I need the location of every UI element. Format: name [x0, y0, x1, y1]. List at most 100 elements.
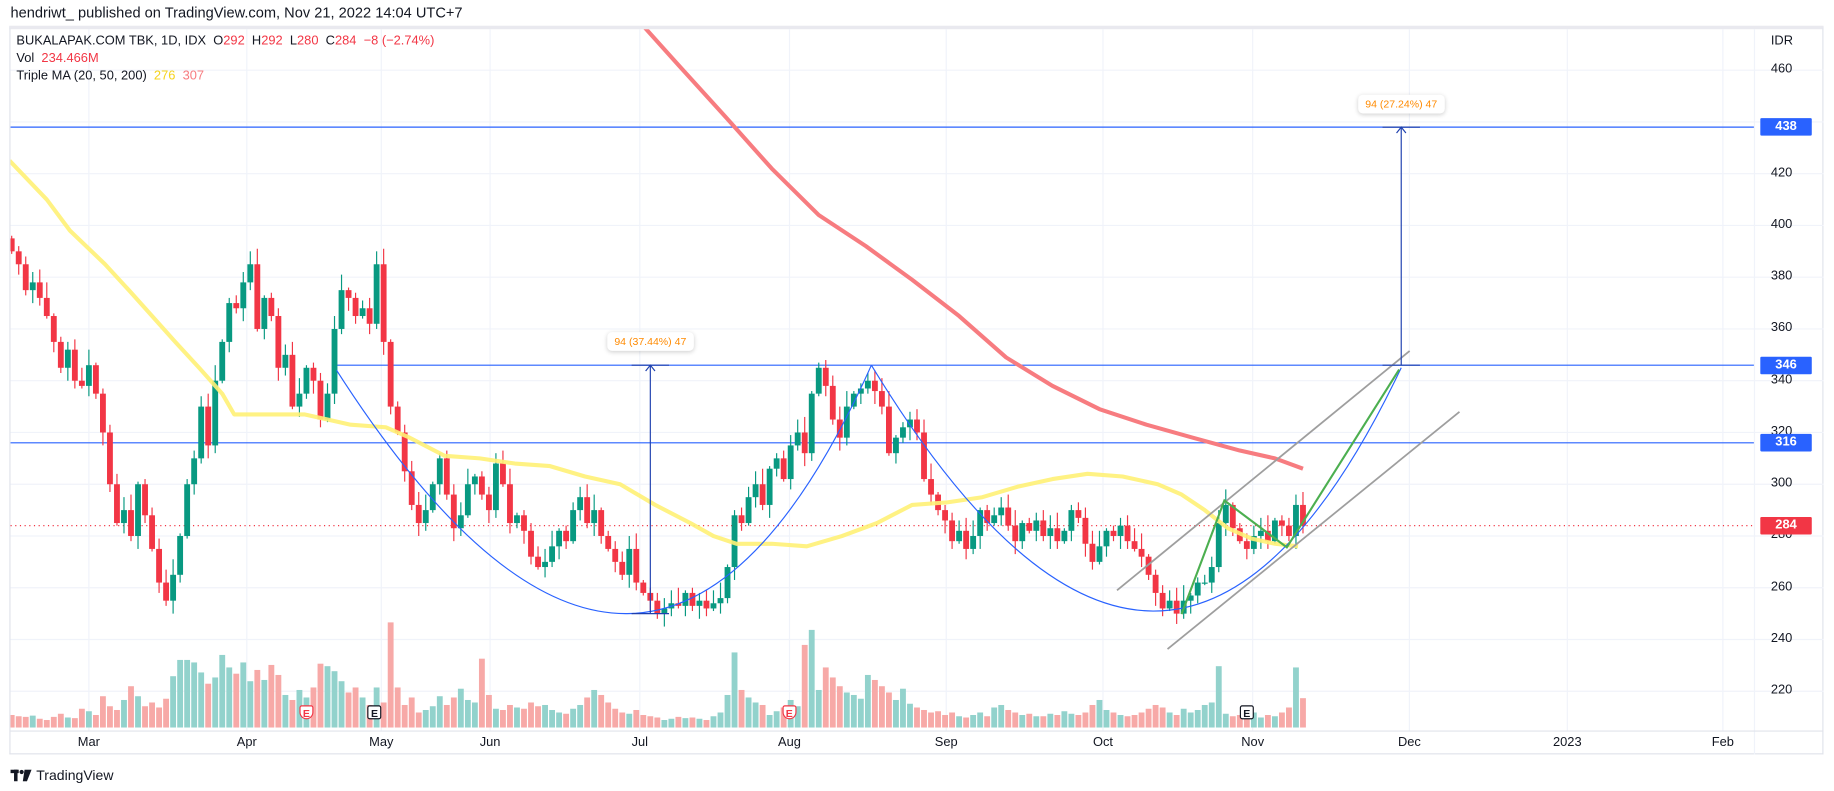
candle-body — [682, 592, 689, 606]
candle-body — [619, 561, 626, 575]
candle-body — [605, 535, 612, 549]
candle-body — [485, 494, 492, 511]
volume-bar — [429, 706, 436, 728]
candle-body — [471, 476, 478, 485]
volume-bar — [1054, 715, 1061, 728]
volume-bar — [745, 697, 752, 728]
y-tick-label: 360 — [1770, 320, 1793, 335]
volume-bar — [415, 712, 422, 728]
volume-bar — [893, 699, 899, 728]
cup-curve — [336, 364, 872, 615]
measure-label[interactable]: 94 (27.24%) 47 — [1358, 94, 1445, 114]
volume-bar — [107, 706, 113, 728]
candle-body — [1187, 595, 1194, 601]
x-tick-label: Dec — [1397, 735, 1421, 750]
volume-bar — [689, 717, 696, 728]
tradingview-logo[interactable]: TradingView — [10, 767, 114, 784]
volume-bar — [577, 704, 584, 728]
candle-body — [507, 484, 513, 524]
volume-bar — [310, 687, 317, 728]
open-label: O — [213, 33, 224, 48]
x-tick-label: Nov — [1241, 735, 1265, 750]
candle-body — [464, 484, 471, 516]
candle-body — [759, 484, 766, 505]
candle-body — [1075, 510, 1082, 518]
candle-body — [998, 507, 1005, 516]
candle-body — [822, 367, 829, 386]
candle-body — [142, 484, 148, 516]
earnings-marker-icon[interactable]: E — [782, 705, 797, 720]
ma-label[interactable]: Triple MA (20, 50, 200) — [16, 69, 147, 84]
drawings-overlay[interactable] — [336, 126, 1461, 650]
candle-body — [801, 432, 808, 454]
ma50-line — [10, 159, 1299, 549]
measure-arrow-icon — [1396, 126, 1407, 134]
candle-body — [738, 515, 745, 524]
candle-body — [942, 510, 948, 521]
x-tick-label: Aug — [778, 735, 801, 750]
volume-bar — [478, 658, 485, 728]
candle-body — [303, 367, 310, 394]
candle-body — [1194, 582, 1201, 596]
candle-body — [36, 282, 43, 298]
x-tick-label: Apr — [236, 735, 257, 750]
candle-body — [1271, 520, 1278, 542]
chart-panel[interactable] — [9, 25, 1824, 755]
volume-bar — [1124, 716, 1131, 728]
earnings-marker-icon[interactable]: E — [1239, 705, 1254, 720]
volume-bar — [43, 720, 50, 728]
candle-body — [408, 471, 415, 505]
volume-bar — [984, 716, 991, 728]
volume-bar — [422, 709, 429, 728]
candle-body — [135, 484, 141, 536]
candle-body — [1096, 546, 1103, 562]
earnings-marker-icon[interactable]: E — [367, 705, 382, 720]
volume-bar — [205, 683, 212, 728]
candle-body — [64, 349, 71, 368]
candle-body — [1068, 510, 1075, 531]
volume-bar — [198, 672, 205, 728]
drawings[interactable] — [10, 126, 1755, 527]
y-tick-label: 460 — [1770, 61, 1793, 77]
moving-averages — [10, 29, 1304, 549]
candle-body — [394, 406, 401, 433]
candle-body — [149, 515, 155, 549]
candle-body — [107, 432, 113, 485]
measure-label[interactable]: 94 (37.44%) 47 — [607, 332, 694, 352]
candle-body — [1201, 582, 1208, 584]
candle-body — [1159, 592, 1166, 609]
volume-bar — [703, 720, 710, 728]
candle-body — [254, 264, 261, 329]
volume-label[interactable]: Vol — [16, 51, 35, 66]
volume-bar — [36, 718, 43, 728]
volume-bar — [991, 707, 998, 728]
candle-body — [156, 548, 162, 583]
volume-bar — [219, 654, 226, 728]
candle-body — [717, 598, 724, 604]
candle-body — [226, 303, 233, 342]
x-tick-label: Jun — [479, 735, 501, 750]
candle-body — [528, 530, 534, 557]
volume-bar — [1293, 667, 1299, 728]
volume-bar — [871, 679, 878, 728]
volume-bar — [584, 697, 591, 728]
candle-body — [640, 582, 647, 593]
volume-bar — [612, 708, 619, 728]
volume-bar — [254, 669, 261, 728]
low-value: 280 — [297, 33, 319, 48]
volume-bar — [184, 659, 191, 728]
candle-body — [78, 380, 85, 386]
volume-bar — [1152, 704, 1159, 728]
volume-bar — [1089, 704, 1096, 728]
candle-body — [478, 476, 485, 495]
candle-body — [1293, 504, 1299, 536]
symbol-name[interactable]: BUKALAPAK.COM TBK, 1D, IDX — [16, 33, 207, 48]
y-tick-label: 300 — [1770, 476, 1793, 491]
candle-body — [275, 316, 282, 368]
candle-body — [345, 290, 352, 298]
candle-body — [829, 385, 836, 420]
earnings-marker-icon[interactable]: E — [299, 705, 314, 720]
candle-body — [310, 367, 317, 381]
change-value: −8 (−2.74%) — [363, 33, 435, 48]
